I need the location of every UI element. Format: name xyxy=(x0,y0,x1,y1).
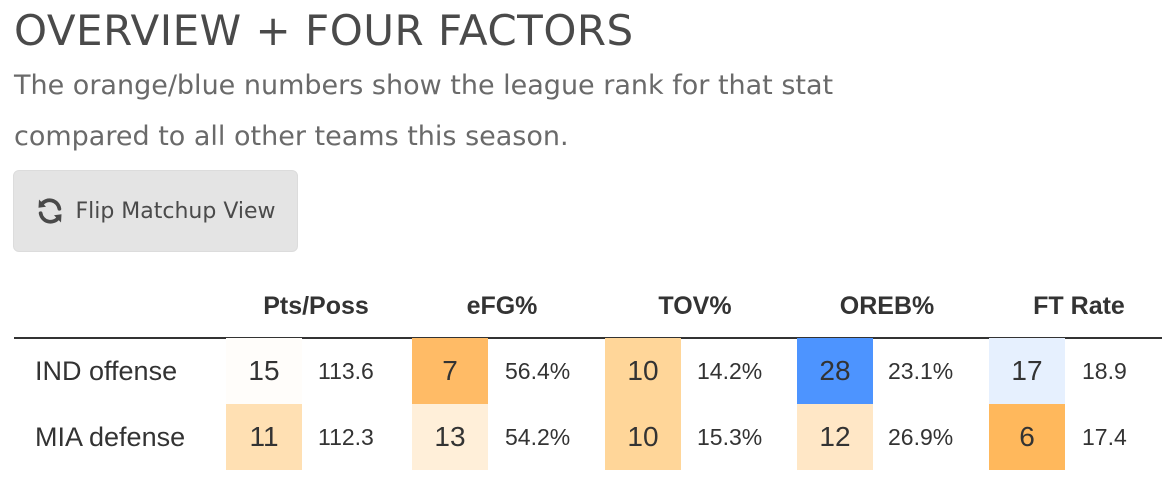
rank-cell: 12 xyxy=(797,404,873,470)
table-header: Pts/Poss eFG% TOV% OREB% FT Rate xyxy=(0,286,1172,326)
rank-cell: 13 xyxy=(412,404,488,470)
stat-value: 112.3 xyxy=(318,424,374,450)
row-label: IND offense xyxy=(35,356,178,386)
stat-value: 14.2% xyxy=(697,358,763,384)
page-subtitle: The orange/blue numbers show the league … xyxy=(14,70,834,152)
rank-cell: 17 xyxy=(989,338,1065,404)
refresh-icon xyxy=(35,196,65,226)
rank-cell: 11 xyxy=(226,404,302,470)
column-header-efg: eFG% xyxy=(466,292,538,320)
stat-value: 56.4% xyxy=(505,358,571,384)
rank-cell: 10 xyxy=(605,404,681,470)
stat-value: 15.3% xyxy=(697,424,763,450)
stat-value: 17.4 xyxy=(1082,424,1127,450)
stat-value: 18.9 xyxy=(1082,358,1127,384)
table-row-offense: IND offense 15 113.6 7 56.4% 10 14.2% 28… xyxy=(0,338,1172,404)
rank-cell: 10 xyxy=(605,338,681,404)
column-header-tov: TOV% xyxy=(658,292,732,320)
page-title: OVERVIEW + FOUR FACTORS xyxy=(14,6,634,55)
rank-cell: 15 xyxy=(226,338,302,404)
column-header-ft-rate: FT Rate xyxy=(1033,292,1125,320)
flip-matchup-label: Flip Matchup View xyxy=(75,198,276,224)
header-divider xyxy=(14,337,1162,339)
rank-cell: 6 xyxy=(989,404,1065,470)
rank-cell: 28 xyxy=(797,338,873,404)
row-label: MIA defense xyxy=(35,422,186,452)
column-header-pts-poss: Pts/Poss xyxy=(263,292,369,320)
stat-value: 26.9% xyxy=(888,424,954,450)
stat-value: 23.1% xyxy=(888,358,954,384)
column-header-oreb: OREB% xyxy=(839,292,935,320)
table-row-defense: MIA defense 11 112.3 13 54.2% 10 15.3% 1… xyxy=(0,404,1172,470)
stat-value: 113.6 xyxy=(318,358,374,384)
stat-value: 54.2% xyxy=(505,424,571,450)
flip-matchup-button[interactable]: Flip Matchup View xyxy=(13,170,298,252)
rank-cell: 7 xyxy=(412,338,488,404)
